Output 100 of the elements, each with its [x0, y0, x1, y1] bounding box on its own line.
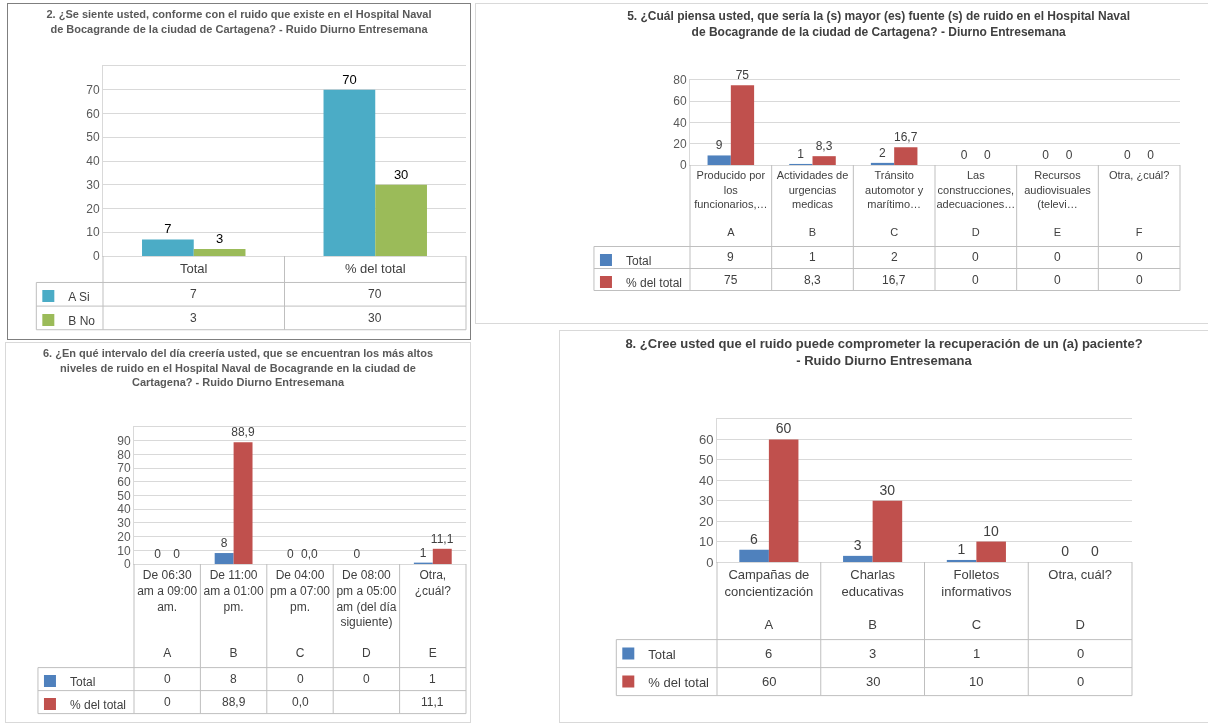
y-tick-label: 40 [698, 472, 714, 488]
text: 1 [419, 545, 427, 560]
bar [707, 155, 731, 165]
text: 0 [1147, 148, 1154, 162]
bar [870, 162, 895, 165]
text: 1 [797, 146, 805, 161]
y-tick-label: 0 [679, 158, 687, 173]
text: 0 [1124, 148, 1131, 162]
category-label: Otra, cuál? D [1048, 566, 1112, 633]
text: 0 [983, 148, 991, 162]
data-label: 75 [724, 273, 738, 287]
category-label: Tránsito automotor y marítimo… C [865, 169, 924, 239]
data-label: 70 [368, 287, 382, 301]
bar [946, 559, 977, 562]
category-label: Campañas de concientización A [724, 566, 814, 633]
text: 2 [879, 145, 886, 160]
y-tick-label: 70 [86, 82, 100, 97]
text: 10 [983, 522, 999, 539]
y-tick-label: 30 [698, 493, 714, 509]
data-label: 10 [969, 674, 984, 689]
data-label: 6 [765, 646, 773, 661]
data-label: 0 [363, 672, 370, 686]
text: 70 [342, 71, 357, 87]
text: 0 [287, 547, 294, 561]
y-tick-label: 40 [673, 115, 687, 130]
y-tick-label: 40 [86, 154, 100, 169]
bar [872, 500, 903, 562]
y-tick-label: 0 [706, 554, 714, 570]
bar [233, 442, 253, 564]
legend-label: Total [69, 674, 96, 689]
category-label: Otra, ¿cuál? F [1108, 169, 1170, 239]
y-tick-label: 60 [117, 475, 131, 489]
text: 0 [154, 547, 161, 561]
category-label: Otra, ¿cuál? E [414, 568, 451, 661]
data-label: 0 [164, 695, 171, 709]
data-label: 0 [1054, 250, 1061, 264]
data-label: 0 [1077, 646, 1085, 661]
bar [193, 248, 246, 256]
data-label: 0 [297, 672, 304, 686]
category-label: De 06:30 am a 09:00 am. A [137, 568, 198, 661]
y-tick-label: 50 [117, 488, 131, 503]
y-tick-label: 60 [698, 431, 714, 447]
data-label: 3 [190, 311, 197, 325]
text: 8,3 [815, 139, 833, 154]
bar [812, 156, 836, 165]
legend-label: A Si [68, 289, 90, 304]
legend-label: Total [648, 646, 676, 662]
category-label: Producido por los funcionarios,… A [694, 169, 768, 239]
chart-title: 8. ¿Cree usted que el ruido puede comprometer la recuperación de un (a) paciente? - Ruido Diurno Entresemana [625, 335, 1143, 368]
y-tick-label: 40 [117, 502, 131, 517]
legend-label: % del total [625, 275, 683, 290]
data-label: 16,7 [882, 273, 906, 287]
y-tick-label: 20 [673, 136, 687, 151]
bar [142, 239, 194, 256]
bar [768, 439, 799, 562]
chart-title: 6. ¿En qué intervalo del día creería usted, que se encuentran los más altos niveles de ruido en el Hospital Naval de Bocagrande en la ciudad de Cartagena? - Ruido Diurno Entresemana [42, 347, 434, 388]
data-label: 30 [368, 311, 382, 325]
text: 6 [750, 530, 758, 547]
text: 88,9 [231, 425, 255, 440]
y-tick-label: 10 [698, 534, 714, 550]
text: 0 [353, 547, 361, 561]
data-label: 0 [1077, 674, 1085, 689]
legend-label: B No [68, 313, 96, 328]
text: 30 [393, 166, 409, 182]
category-label: De 04:00 pm a 07:00 pm. C [269, 568, 331, 661]
text: 16,7 [893, 130, 918, 145]
text: 0 [1061, 543, 1070, 559]
text: 60 [775, 420, 792, 437]
y-tick-label: 20 [117, 529, 131, 544]
data-label: 8,3 [804, 273, 822, 287]
data-label: 3 [869, 646, 877, 661]
text: 0 [1090, 543, 1099, 559]
y-tick-label: 10 [117, 543, 131, 558]
category-label: De 08:00 pm a 05:00 am (del día siguiente) D [336, 568, 397, 661]
text: 0 [173, 547, 180, 561]
bar [375, 184, 427, 256]
data-label: 9 [727, 250, 734, 264]
data-label: 60 [762, 674, 777, 689]
category-label: Recursos audiovisuales (televi… E [1024, 169, 1091, 239]
data-label: 0 [164, 672, 171, 686]
data-label: 0,0 [292, 695, 310, 709]
text: 8 [220, 536, 228, 551]
category-label: Folletos informativos C [941, 566, 1012, 633]
text: 0 [960, 148, 968, 162]
legend-label: % del total [69, 697, 127, 712]
bar [214, 553, 234, 564]
category-label: Las construcciones, adecuaciones… D [936, 169, 1016, 239]
data-label: 0 [1136, 273, 1143, 287]
y-tick-label: 20 [86, 201, 100, 216]
data-label: 1 [429, 672, 436, 686]
text: 1 [957, 540, 966, 557]
text: 9 [715, 138, 723, 153]
y-tick-label: 0 [92, 249, 100, 264]
data-label: 88,9 [222, 695, 246, 709]
bar [432, 548, 452, 564]
data-label: 0 [1136, 250, 1143, 264]
y-tick-label: 70 [117, 461, 131, 476]
text: 3 [853, 536, 862, 553]
y-tick-label: 60 [673, 94, 687, 109]
chart-title: 2. ¿Se siente usted, conforme con el ruido que existe en el Hospital Naval de Bocagrande de la ciudad de Cartagena? - Ruido Diurno Entresemana [46, 8, 432, 35]
